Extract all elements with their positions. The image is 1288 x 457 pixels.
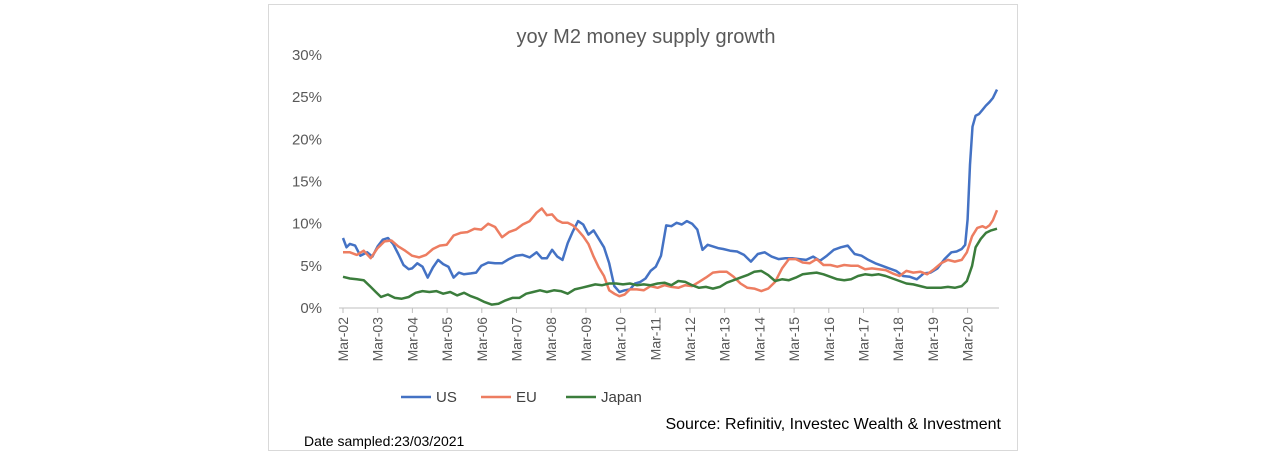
y-tick-label: 15% xyxy=(292,174,322,191)
series-line-eu xyxy=(343,207,999,298)
chart-title: yoy M2 money supply growth xyxy=(516,26,775,48)
x-tick-label: Mar-14 xyxy=(751,317,767,362)
x-tick-label: Mar-02 xyxy=(335,317,351,362)
legend-label-eu: EU xyxy=(516,389,537,406)
chart: yoy M2 money supply growth 0% 5% 10% 15% 20%… xyxy=(292,26,1002,449)
source-note: Source: Refinitiv, Investec Wealth & Inv… xyxy=(665,416,1001,433)
x-tick-label: Mar-19 xyxy=(925,317,941,362)
x-axis: Mar-02 Mar-03 Mar-04 Mar-05 Mar-06 Mar-07 Mar-… xyxy=(335,307,999,362)
y-axis: 0% 5% 10% 15% 20% 25% 30% xyxy=(292,47,322,317)
y-tick-label: 20% xyxy=(292,131,322,148)
date-sampled: Date sampled:23/03/2021 xyxy=(304,433,465,449)
x-tick-label: Mar-03 xyxy=(370,317,386,362)
series-line-us xyxy=(341,89,999,294)
x-tick-label: Mar-16 xyxy=(821,317,837,362)
x-tick-label: Mar-07 xyxy=(509,317,525,362)
x-tick-label: Mar-08 xyxy=(543,317,559,362)
series-line-japan xyxy=(342,227,998,306)
x-tick-label: Mar-15 xyxy=(786,317,802,362)
x-tick-label: Mar-04 xyxy=(404,317,420,362)
y-tick-label: 10% xyxy=(292,216,322,233)
legend-label-us: US xyxy=(436,389,457,406)
y-tick-label: 25% xyxy=(292,89,322,106)
x-tick-label: Mar-09 xyxy=(578,317,594,362)
plot-area xyxy=(341,89,999,306)
x-tick-label: Mar-12 xyxy=(682,317,698,362)
y-tick-label: 5% xyxy=(300,258,322,275)
x-tick-label: Mar-13 xyxy=(717,317,733,362)
x-tick-label: Mar-17 xyxy=(856,317,872,362)
x-tick-label: Mar-18 xyxy=(890,317,906,362)
chart-frame: yoy M2 money supply growth 0% 5% 10% 15% 20%… xyxy=(268,4,1018,451)
legend: US EU Japan xyxy=(401,389,642,406)
y-tick-label: 30% xyxy=(292,47,322,64)
y-tick-label: 0% xyxy=(300,300,322,317)
x-tick-label: Mar-10 xyxy=(613,317,629,362)
x-tick-label: Mar-06 xyxy=(474,317,490,362)
x-tick-label: Mar-05 xyxy=(439,317,455,362)
x-tick-label: Mar-20 xyxy=(960,317,976,362)
x-tick-label: Mar-11 xyxy=(647,317,663,361)
legend-label-japan: Japan xyxy=(601,389,642,406)
